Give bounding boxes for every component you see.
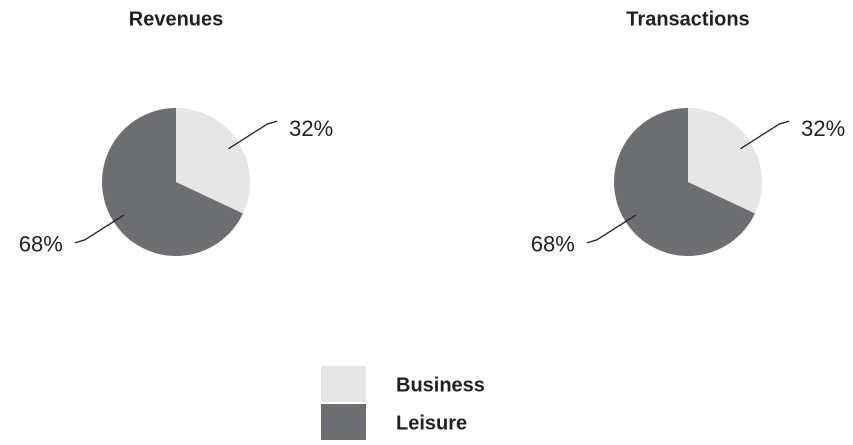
- chart-title: Revenues: [129, 8, 224, 30]
- legend-label: Business: [396, 374, 485, 396]
- data-label: 32%: [289, 116, 333, 141]
- leader-line: [586, 214, 637, 244]
- pie-slice: [614, 107, 755, 256]
- chart-title: Transactions: [626, 8, 749, 30]
- data-label: 68%: [19, 232, 63, 257]
- leader-line: [74, 214, 125, 244]
- pie-slice: [102, 107, 243, 256]
- data-label: 68%: [531, 232, 575, 257]
- leader-line: [227, 120, 278, 150]
- legend-swatch: [321, 366, 366, 402]
- pie-slice: [688, 108, 762, 214]
- leader-line: [739, 120, 790, 150]
- legend-swatch: [321, 404, 366, 440]
- pie-slice: [176, 108, 250, 214]
- data-label: 32%: [801, 116, 845, 141]
- legend-label: Leisure: [396, 412, 467, 434]
